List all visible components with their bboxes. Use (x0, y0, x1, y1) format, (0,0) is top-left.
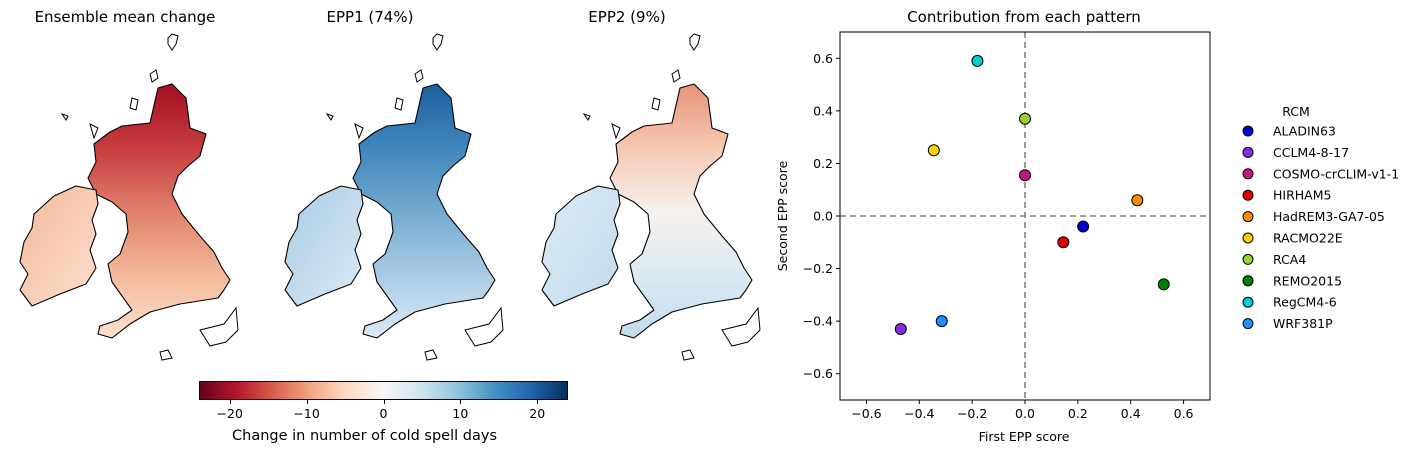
x-tick-label: −0.6 (851, 406, 881, 421)
coastline-island-5 (681, 349, 695, 361)
coastline-island-1 (149, 69, 159, 83)
scatter-point-hadrem3-ga7-05 (1131, 194, 1144, 207)
scatter-point-wrf381p (935, 315, 948, 328)
scatter-point-regcm4-6 (971, 54, 984, 67)
legend-marker (1242, 296, 1254, 308)
coastline-island-0 (167, 33, 179, 51)
scatter-point-rca4 (1019, 112, 1031, 125)
colorbar-tick-label: −10 (293, 406, 320, 421)
legend-marker (1242, 189, 1254, 201)
colorbar-tick-mark (229, 400, 231, 404)
scatter-point-cosmo-crclim-v1-1 (1019, 169, 1031, 182)
coastline-island-6 (464, 306, 504, 347)
colorbar (199, 381, 568, 400)
coastline-island-0 (689, 33, 701, 51)
legend-entry: RACMO22E (1273, 231, 1343, 246)
scatter-point-remo2015 (1157, 278, 1170, 291)
legend-marker (1242, 146, 1254, 158)
coastline-island-4 (611, 123, 621, 140)
coastline-island-3 (60, 113, 69, 121)
coastline-island-3 (582, 113, 591, 121)
colorbar-tick-mark (537, 400, 539, 404)
legend-entry: RegCM4-6 (1273, 295, 1337, 310)
legend-entry: ALADIN63 (1273, 124, 1336, 139)
colorbar-tick-mark (306, 400, 308, 404)
y-tick-label: −0.2 (803, 261, 833, 276)
coastline-island-2 (129, 97, 139, 111)
coastline-island-2 (394, 97, 404, 111)
map-title-ensemble: Ensemble mean change (34, 8, 216, 26)
x-tick-label: −0.2 (957, 406, 987, 421)
map-epp1 (284, 33, 504, 361)
map-ensemble-mean (19, 33, 239, 361)
great-britain-region (87, 83, 231, 339)
y-tick-label: −0.4 (803, 314, 833, 329)
colorbar-tick-mark (460, 400, 462, 404)
colorbar-tick-label: 20 (529, 406, 546, 421)
coastline-island-3 (325, 113, 334, 121)
coastline-island-5 (424, 349, 438, 361)
x-tick-label: 0.4 (1121, 406, 1141, 421)
coastline-island-2 (651, 97, 661, 111)
legend-entry: REMO2015 (1273, 273, 1342, 288)
y-tick-label: −0.6 (803, 366, 833, 381)
legend-marker (1242, 253, 1254, 265)
legend-entry: HadREM3-GA7-05 (1273, 209, 1385, 224)
legend-entry: WRF381P (1273, 316, 1333, 331)
colorbar-tick-label: 10 (452, 406, 469, 421)
x-axis-label: First EPP score (979, 429, 1070, 444)
x-tick-label: 0.2 (1068, 406, 1088, 421)
y-tick-label: 0.6 (813, 51, 833, 66)
legend-marker (1242, 232, 1254, 244)
legend-marker (1242, 125, 1254, 137)
ireland-region (284, 185, 364, 307)
coastline-island-1 (671, 69, 681, 83)
legend-entry: COSMO-crCLIM-v1-1 (1273, 166, 1399, 181)
y-axis-label: Second EPP score (775, 160, 790, 271)
scatter-point-cclm4-8-17 (894, 323, 907, 336)
coastline-island-4 (89, 123, 99, 140)
coastline-island-6 (721, 306, 761, 347)
scatter-point-hirham5 (1057, 236, 1070, 249)
coastline-island-6 (199, 306, 239, 347)
legend-marker (1242, 318, 1254, 330)
map-title-epp1: EPP1 (74%) (326, 8, 414, 26)
x-tick-label: 0.0 (1015, 406, 1035, 421)
great-britain-region (609, 83, 753, 339)
coastline-island-4 (354, 123, 364, 140)
coastline-island-1 (414, 69, 424, 83)
coastline-island-5 (159, 349, 173, 361)
chart-title: Contribution from each pattern (907, 8, 1141, 26)
scatter-point-racmo22e (927, 144, 940, 157)
colorbar-tick-mark (383, 400, 385, 404)
y-tick-label: 0.4 (813, 103, 833, 118)
x-tick-label: −0.4 (904, 406, 934, 421)
legend-entry: HIRHAM5 (1273, 188, 1331, 203)
map-title-epp2: EPP2 (9%) (588, 8, 666, 26)
legend-entry: RCA4 (1273, 252, 1306, 267)
colorbar-label: Change in number of cold spell days (232, 428, 497, 444)
great-britain-region (352, 83, 496, 339)
colorbar-tick-label: 0 (379, 406, 388, 421)
x-tick-label: 0.6 (1174, 406, 1194, 421)
legend: ALADIN63 CCLM4-8-17 COSMO-crCLIM-v1-1 HIRHA… (1242, 124, 1399, 331)
legend-title: RCM (1282, 104, 1310, 119)
colorbar-tick-label: −20 (216, 406, 243, 421)
scatter-chart: Contribution from each pattern −0.6 −0.4 −… (775, 8, 1399, 444)
coastline-island-0 (432, 33, 444, 51)
ireland-region (541, 185, 621, 307)
legend-marker (1242, 275, 1254, 287)
ireland-region (19, 185, 99, 307)
legend-entry: CCLM4-8-17 (1273, 145, 1349, 160)
scatter-point-aladin63 (1077, 220, 1090, 233)
colorbar-ticks: −20 −10 0 10 20 (199, 400, 568, 430)
y-tick-label: 0.0 (813, 209, 833, 224)
y-tick-label: 0.2 (813, 156, 833, 171)
legend-marker (1242, 211, 1254, 223)
map-epp2 (541, 33, 761, 361)
legend-marker (1242, 168, 1254, 180)
